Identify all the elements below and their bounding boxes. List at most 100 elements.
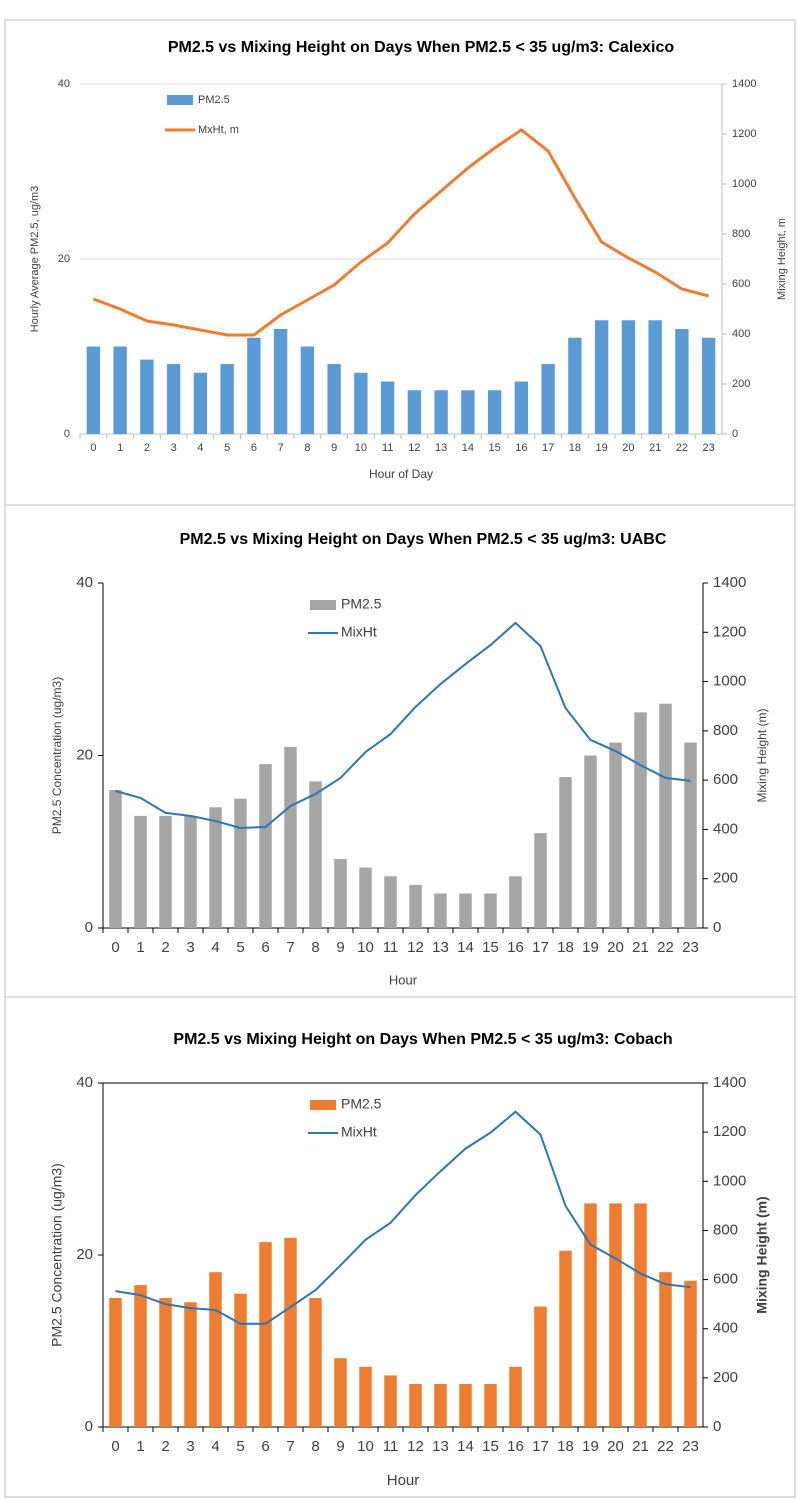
bar bbox=[259, 764, 272, 928]
bar bbox=[509, 876, 522, 928]
x-tick-label: 5 bbox=[236, 1438, 244, 1455]
x-tick-label: 9 bbox=[336, 1438, 344, 1455]
x-tick-label: 20 bbox=[607, 939, 624, 956]
bar bbox=[300, 346, 315, 434]
x-tick-label: 9 bbox=[336, 939, 344, 956]
y2-tick-label: 200 bbox=[713, 870, 738, 887]
bar bbox=[407, 390, 422, 434]
x-tick-label: 15 bbox=[489, 442, 501, 454]
x-tick-label: 1 bbox=[117, 442, 123, 454]
bar bbox=[621, 320, 636, 434]
x-tick-label: 1 bbox=[136, 1438, 144, 1455]
x-tick-label: 2 bbox=[161, 939, 169, 956]
line bbox=[115, 1110, 691, 1325]
y2-tick-label: 600 bbox=[732, 278, 750, 290]
x-tick-label: 19 bbox=[596, 442, 608, 454]
x-tick-label: 8 bbox=[304, 442, 310, 454]
x-tick-label: 18 bbox=[557, 1438, 574, 1455]
x-axis-label: Hour of Day bbox=[369, 467, 433, 481]
bar bbox=[309, 1298, 322, 1427]
bar bbox=[309, 781, 322, 928]
y2-tick-label: 800 bbox=[713, 1221, 738, 1238]
bar bbox=[193, 372, 208, 434]
y-tick-label: 0 bbox=[64, 428, 70, 440]
x-tick-label: 20 bbox=[607, 1438, 624, 1455]
bar bbox=[109, 790, 122, 928]
x-tick-label: 15 bbox=[482, 939, 499, 956]
bar bbox=[166, 364, 181, 434]
x-tick-label: 12 bbox=[407, 939, 424, 956]
bar bbox=[209, 1272, 222, 1427]
y2-tick-label: 1200 bbox=[732, 128, 756, 140]
x-tick-label: 23 bbox=[682, 939, 699, 956]
chart-title: PM2.5 vs Mixing Height on Days When PM2.… bbox=[180, 531, 667, 548]
bar bbox=[584, 755, 597, 928]
x-tick-label: 3 bbox=[171, 442, 177, 454]
x-tick-label: 16 bbox=[515, 442, 527, 454]
y2-tick-label: 1400 bbox=[713, 574, 746, 591]
x-tick-label: 11 bbox=[382, 442, 393, 454]
y2-tick-label: 0 bbox=[713, 919, 721, 936]
y2-axis-label: Mixing Height (m) bbox=[755, 708, 769, 802]
bar bbox=[675, 329, 689, 434]
y-axis-label: Hourly Average PM2.5, ug/m3 bbox=[29, 186, 41, 333]
x-tick-label: 7 bbox=[286, 939, 294, 956]
bar bbox=[409, 1384, 422, 1427]
x-tick-label: 5 bbox=[224, 442, 230, 454]
y-tick-label: 20 bbox=[76, 746, 93, 763]
x-tick-label: 21 bbox=[649, 442, 661, 454]
bar bbox=[334, 1358, 347, 1427]
x-tick-label: 3 bbox=[186, 1438, 194, 1455]
y2-tick-label: 400 bbox=[732, 328, 750, 340]
bar bbox=[659, 1272, 672, 1427]
legend-swatch bbox=[310, 1100, 336, 1110]
y-tick-label: 40 bbox=[76, 574, 93, 591]
bar bbox=[514, 381, 529, 434]
x-tick-label: 12 bbox=[407, 1438, 424, 1455]
x-tick-label: 7 bbox=[286, 1438, 294, 1455]
x-tick-label: 20 bbox=[622, 442, 634, 454]
x-tick-label: 17 bbox=[532, 1438, 549, 1455]
y-tick-label: 20 bbox=[58, 253, 70, 265]
bar bbox=[184, 815, 197, 928]
panel-border bbox=[4, 504, 796, 998]
y2-tick-label: 200 bbox=[732, 378, 750, 390]
bar bbox=[534, 833, 547, 928]
bar bbox=[184, 1302, 197, 1427]
x-axis-label: Hour bbox=[389, 972, 418, 987]
y2-tick-label: 600 bbox=[713, 771, 738, 788]
bar bbox=[459, 1384, 472, 1427]
y-tick-label: 40 bbox=[76, 1074, 93, 1091]
y2-tick-label: 1000 bbox=[732, 178, 756, 190]
bar bbox=[534, 1306, 547, 1427]
x-tick-label: 10 bbox=[357, 1438, 374, 1455]
bar bbox=[584, 1203, 597, 1427]
y-tick-label: 0 bbox=[85, 1418, 93, 1435]
x-tick-label: 19 bbox=[582, 939, 599, 956]
bar bbox=[327, 364, 341, 434]
x-tick-label: 17 bbox=[542, 442, 554, 454]
bar bbox=[609, 1203, 622, 1427]
line bbox=[92, 128, 710, 337]
x-tick-label: 11 bbox=[383, 1438, 399, 1455]
x-tick-label: 17 bbox=[532, 939, 549, 956]
x-tick-label: 14 bbox=[457, 939, 474, 956]
y-tick-label: 40 bbox=[58, 78, 70, 90]
legend-label: PM2.5 bbox=[341, 596, 382, 612]
bar bbox=[634, 712, 647, 928]
y2-tick-label: 400 bbox=[713, 1320, 738, 1337]
bar bbox=[234, 1293, 247, 1427]
bar bbox=[380, 381, 395, 434]
bar bbox=[594, 320, 609, 434]
x-tick-label: 10 bbox=[355, 442, 367, 454]
bar bbox=[434, 1384, 447, 1427]
y2-tick-label: 1400 bbox=[713, 1074, 746, 1091]
x-tick-label: 18 bbox=[569, 442, 581, 454]
bar bbox=[334, 859, 347, 928]
bar bbox=[284, 746, 297, 928]
x-tick-label: 14 bbox=[457, 1438, 474, 1455]
y2-tick-label: 200 bbox=[713, 1369, 738, 1386]
x-tick-label: 1 bbox=[136, 939, 144, 956]
bar bbox=[134, 1285, 147, 1427]
